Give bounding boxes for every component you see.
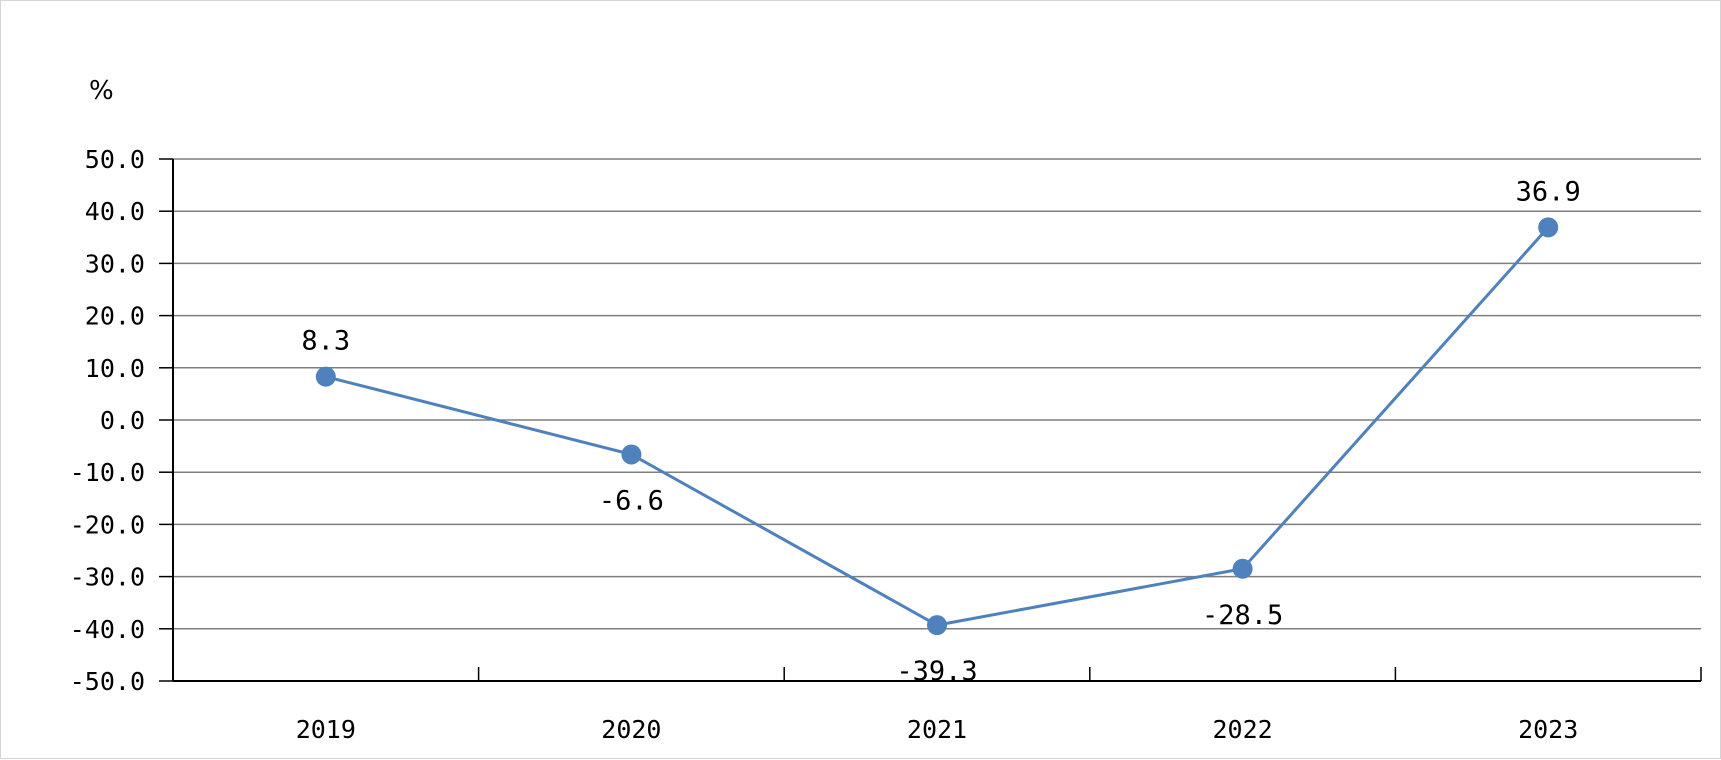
axes — [159, 158, 1702, 682]
y-tick-label: 20.0 — [85, 302, 145, 331]
data-point-marker — [621, 444, 642, 465]
x-axis-tick-labels: 2019 2020 2021 2022 2023 — [296, 715, 1579, 744]
x-tick-label: 2020 — [601, 715, 661, 744]
y-tick-label: -40.0 — [70, 615, 145, 644]
data-label: 8.3 — [301, 326, 350, 357]
y-tick-label: 50.0 — [85, 145, 145, 174]
y-tick-label: -10.0 — [70, 458, 145, 487]
y-tick-label: 10.0 — [85, 354, 145, 383]
data-point-marker — [927, 615, 947, 636]
y-tick-label: -20.0 — [70, 510, 145, 539]
series-line — [325, 226, 1550, 627]
x-tick-label: 2022 — [1212, 715, 1272, 744]
data-label: 36.9 — [1516, 176, 1581, 207]
data-label: -28.5 — [1202, 600, 1283, 631]
data-labels: 8.3 -6.6 -39.3 -28.5 36.9 — [301, 176, 1580, 687]
y-tick-label: 0.0 — [100, 406, 145, 435]
data-label: -6.6 — [599, 485, 664, 516]
y-axis-tick-labels: 50.0 40.0 30.0 20.0 10.0 0.0 -10.0 -20.0 -30.0 -4… — [70, 145, 145, 696]
y-tick-label: -50.0 — [70, 667, 145, 696]
y-tick-label: -30.0 — [70, 563, 145, 592]
x-tick-label: 2021 — [907, 715, 967, 744]
data-point-marker — [315, 366, 336, 387]
series-layer — [315, 217, 1559, 636]
gridlines — [173, 158, 1701, 630]
x-tick-label: 2019 — [296, 715, 356, 744]
data-point-marker — [1538, 217, 1559, 238]
y-axis-unit-label: % — [89, 76, 114, 106]
y-tick-label: 30.0 — [85, 249, 145, 278]
data-label: -39.3 — [896, 656, 977, 687]
x-tick-label: 2023 — [1518, 715, 1578, 744]
data-point-marker — [1232, 558, 1253, 579]
y-tick-label: 40.0 — [85, 197, 145, 226]
